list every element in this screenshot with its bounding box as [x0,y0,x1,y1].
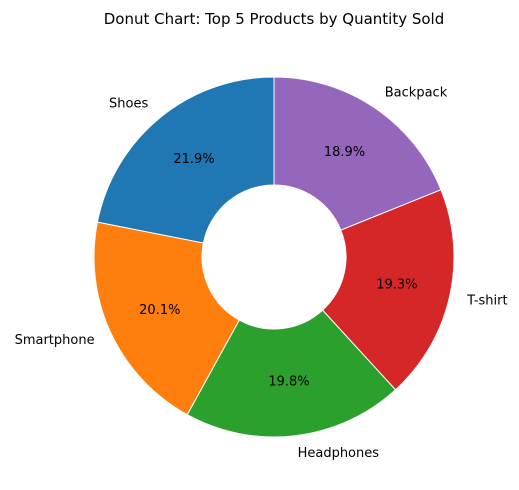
percent-label-t-shirt: 19.3% [376,277,417,292]
category-label-t-shirt: T-shirt [466,293,508,308]
category-label-shoes: Shoes [109,97,148,112]
category-label-headphones: Headphones [298,446,380,461]
slice-backpack [273,76,442,231]
slice-shoes [96,76,275,244]
percent-label-shoes: 21.9% [173,152,214,167]
percent-label-smartphone: 20.1% [139,303,180,318]
percent-labels-group: 21.9% 20.1% 19.8% 19.3% 18.9% [139,145,417,390]
percent-label-backpack: 18.9% [324,145,365,160]
category-labels-group: Shoes Smartphone Headphones T-shirt Backpack [15,85,508,461]
percent-label-headphones: 19.8% [268,375,309,390]
slice-headphones [186,309,397,438]
slices-group [93,76,455,438]
category-label-backpack: Backpack [385,85,448,100]
category-label-smartphone: Smartphone [15,333,95,348]
chart-title: Donut Chart: Top 5 Products by Quantity … [104,10,445,28]
slice-smartphone [93,221,240,416]
slice-t-shirt [321,189,455,391]
